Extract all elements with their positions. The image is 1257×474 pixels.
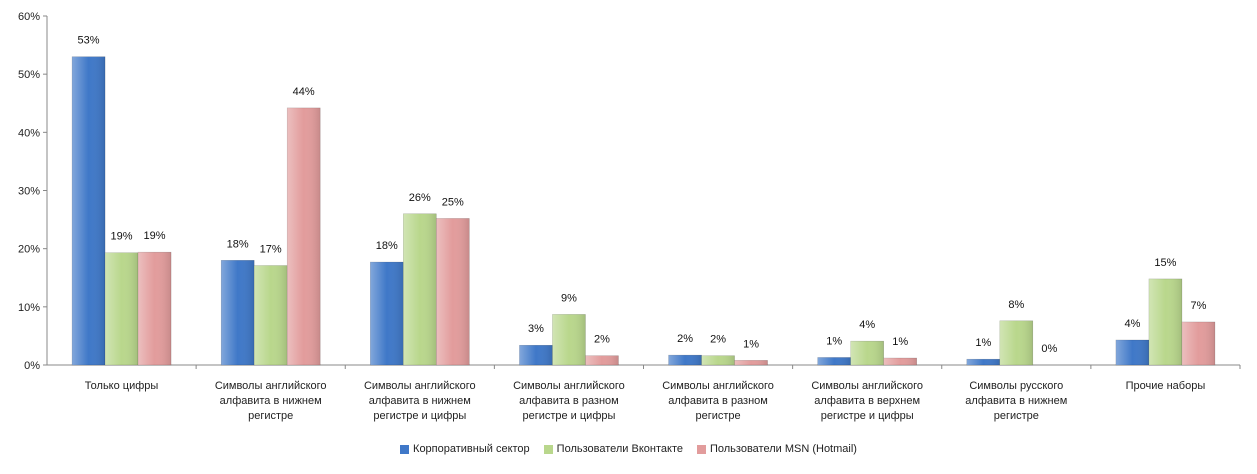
bar-shading: [552, 314, 586, 365]
y-tick-label: 10%: [18, 302, 40, 314]
category-label: Символы английского алфавита в разном реги…: [662, 380, 774, 422]
y-tick-label: 50%: [18, 69, 40, 81]
category-label-line: алфавита в разном: [668, 395, 768, 407]
data-label: 19%: [144, 230, 166, 242]
data-label: 1%: [743, 338, 759, 350]
category-label-line: регистре: [695, 410, 740, 422]
y-tick-label: 0%: [24, 360, 40, 372]
category-label-line: Только цифры: [85, 380, 159, 392]
data-label: 17%: [260, 244, 282, 256]
bar-shading: [1181, 321, 1215, 365]
bar-shading: [668, 355, 702, 365]
data-label: 18%: [376, 240, 398, 252]
category-label-line: Символы английского: [811, 380, 923, 392]
category-label-line: алфавита в нижнем: [965, 395, 1067, 407]
bar-shading: [370, 262, 404, 365]
category-label-line: Символы английского: [364, 380, 476, 392]
y-tick-label: 60%: [18, 11, 40, 23]
category-label: Символы английского алфавита в нижнем реги…: [364, 380, 476, 422]
legend-label-msn: Пользователи MSN (Hotmail): [709, 443, 857, 455]
data-label: 8%: [1008, 299, 1024, 311]
bar-chart-svg: 0% 10% 20% 30% 40% 50% 60% Только цифры 53% 19% 19…: [18, 11, 1241, 422]
data-label: 1%: [826, 335, 842, 347]
data-label: 1%: [975, 337, 991, 349]
bar-shading: [966, 359, 1000, 365]
y-tick-label: 40%: [18, 127, 40, 139]
category-label-line: Символы русского: [969, 380, 1063, 392]
category-label-line: регистре и цифры: [821, 410, 914, 422]
category-label: Символы английского алфавита в верхнем рег…: [811, 380, 923, 422]
data-label: 2%: [677, 333, 693, 345]
bar-shading: [519, 345, 553, 365]
data-label: 3%: [528, 323, 544, 335]
data-label: 25%: [442, 196, 464, 208]
bar-shading: [138, 252, 172, 365]
category-label-line: регистре и цифры: [373, 410, 466, 422]
category-label-line: алфавита в разном: [519, 395, 619, 407]
data-label: 44%: [293, 86, 315, 98]
data-label: 9%: [561, 292, 577, 304]
data-label: 2%: [710, 334, 726, 346]
bar-shading: [403, 213, 437, 365]
data-label: 53%: [78, 35, 100, 47]
bar-shading: [585, 355, 619, 365]
category-label: Только цифры: [85, 380, 159, 392]
category-label: Символы английского алфавита в нижнем реги…: [215, 380, 327, 422]
category-label-line: алфавита в нижнем: [369, 395, 471, 407]
data-label: 7%: [1190, 300, 1206, 312]
legend-swatch-msn: [696, 444, 706, 454]
y-tick-label: 20%: [18, 244, 40, 256]
bar-shading: [1115, 339, 1149, 365]
data-label: 2%: [594, 334, 610, 346]
legend-swatch-corporate: [400, 444, 410, 454]
data-label: 4%: [859, 319, 875, 331]
bar-shading: [883, 358, 917, 365]
y-tick-label: 30%: [18, 186, 40, 198]
legend-item-vkontakte: Пользователи Вконтакте: [543, 443, 683, 455]
category-label-line: Символы английского: [215, 380, 327, 392]
category-label-line: Символы английского: [513, 380, 625, 392]
bar-shading: [221, 260, 255, 365]
data-label: 4%: [1124, 318, 1140, 330]
data-label: 0%: [1041, 343, 1057, 355]
legend-swatch-vkontakte: [543, 444, 553, 454]
category-label-line: регистре: [248, 410, 293, 422]
bar-shading: [817, 357, 851, 365]
legend-item-corporate: Корпоративный сектор: [400, 443, 530, 455]
category-label-line: регистре: [994, 410, 1039, 422]
category-label-line: алфавита в нижнем: [220, 395, 322, 407]
bar-shading: [850, 341, 884, 365]
category-label: Символы английского алфавита в разном реги…: [513, 380, 625, 422]
bar-shading: [1148, 278, 1182, 365]
data-label: 26%: [409, 192, 431, 204]
category-label: Символы русского алфавита в нижнем регистр…: [965, 380, 1067, 422]
bar-shading: [999, 320, 1033, 365]
category-label-line: алфавита в верхнем: [814, 395, 920, 407]
data-label: 1%: [892, 336, 908, 348]
data-label: 15%: [1154, 257, 1176, 269]
legend-item-msn: Пользователи MSN (Hotmail): [696, 443, 857, 455]
category-label-line: Символы английского: [662, 380, 774, 392]
legend-label-corporate: Корпоративный сектор: [413, 443, 530, 455]
legend-label-vkontakte: Пользователи Вконтакте: [556, 443, 683, 455]
bar-shading: [287, 107, 321, 366]
category-label-line: регистре и цифры: [522, 410, 615, 422]
data-label: 18%: [227, 238, 249, 250]
bar-shading: [105, 252, 139, 365]
category-label: Прочие наборы: [1126, 380, 1206, 392]
bar-shading: [254, 265, 288, 365]
bar-shading: [72, 56, 106, 365]
legend: Корпоративный сектор Пользователи Вконта…: [0, 443, 1257, 455]
bar-shading: [436, 218, 470, 365]
category-label-line: Прочие наборы: [1126, 380, 1206, 392]
bar-shading: [701, 355, 735, 365]
data-label: 19%: [111, 231, 133, 243]
bar-shading: [734, 360, 768, 365]
